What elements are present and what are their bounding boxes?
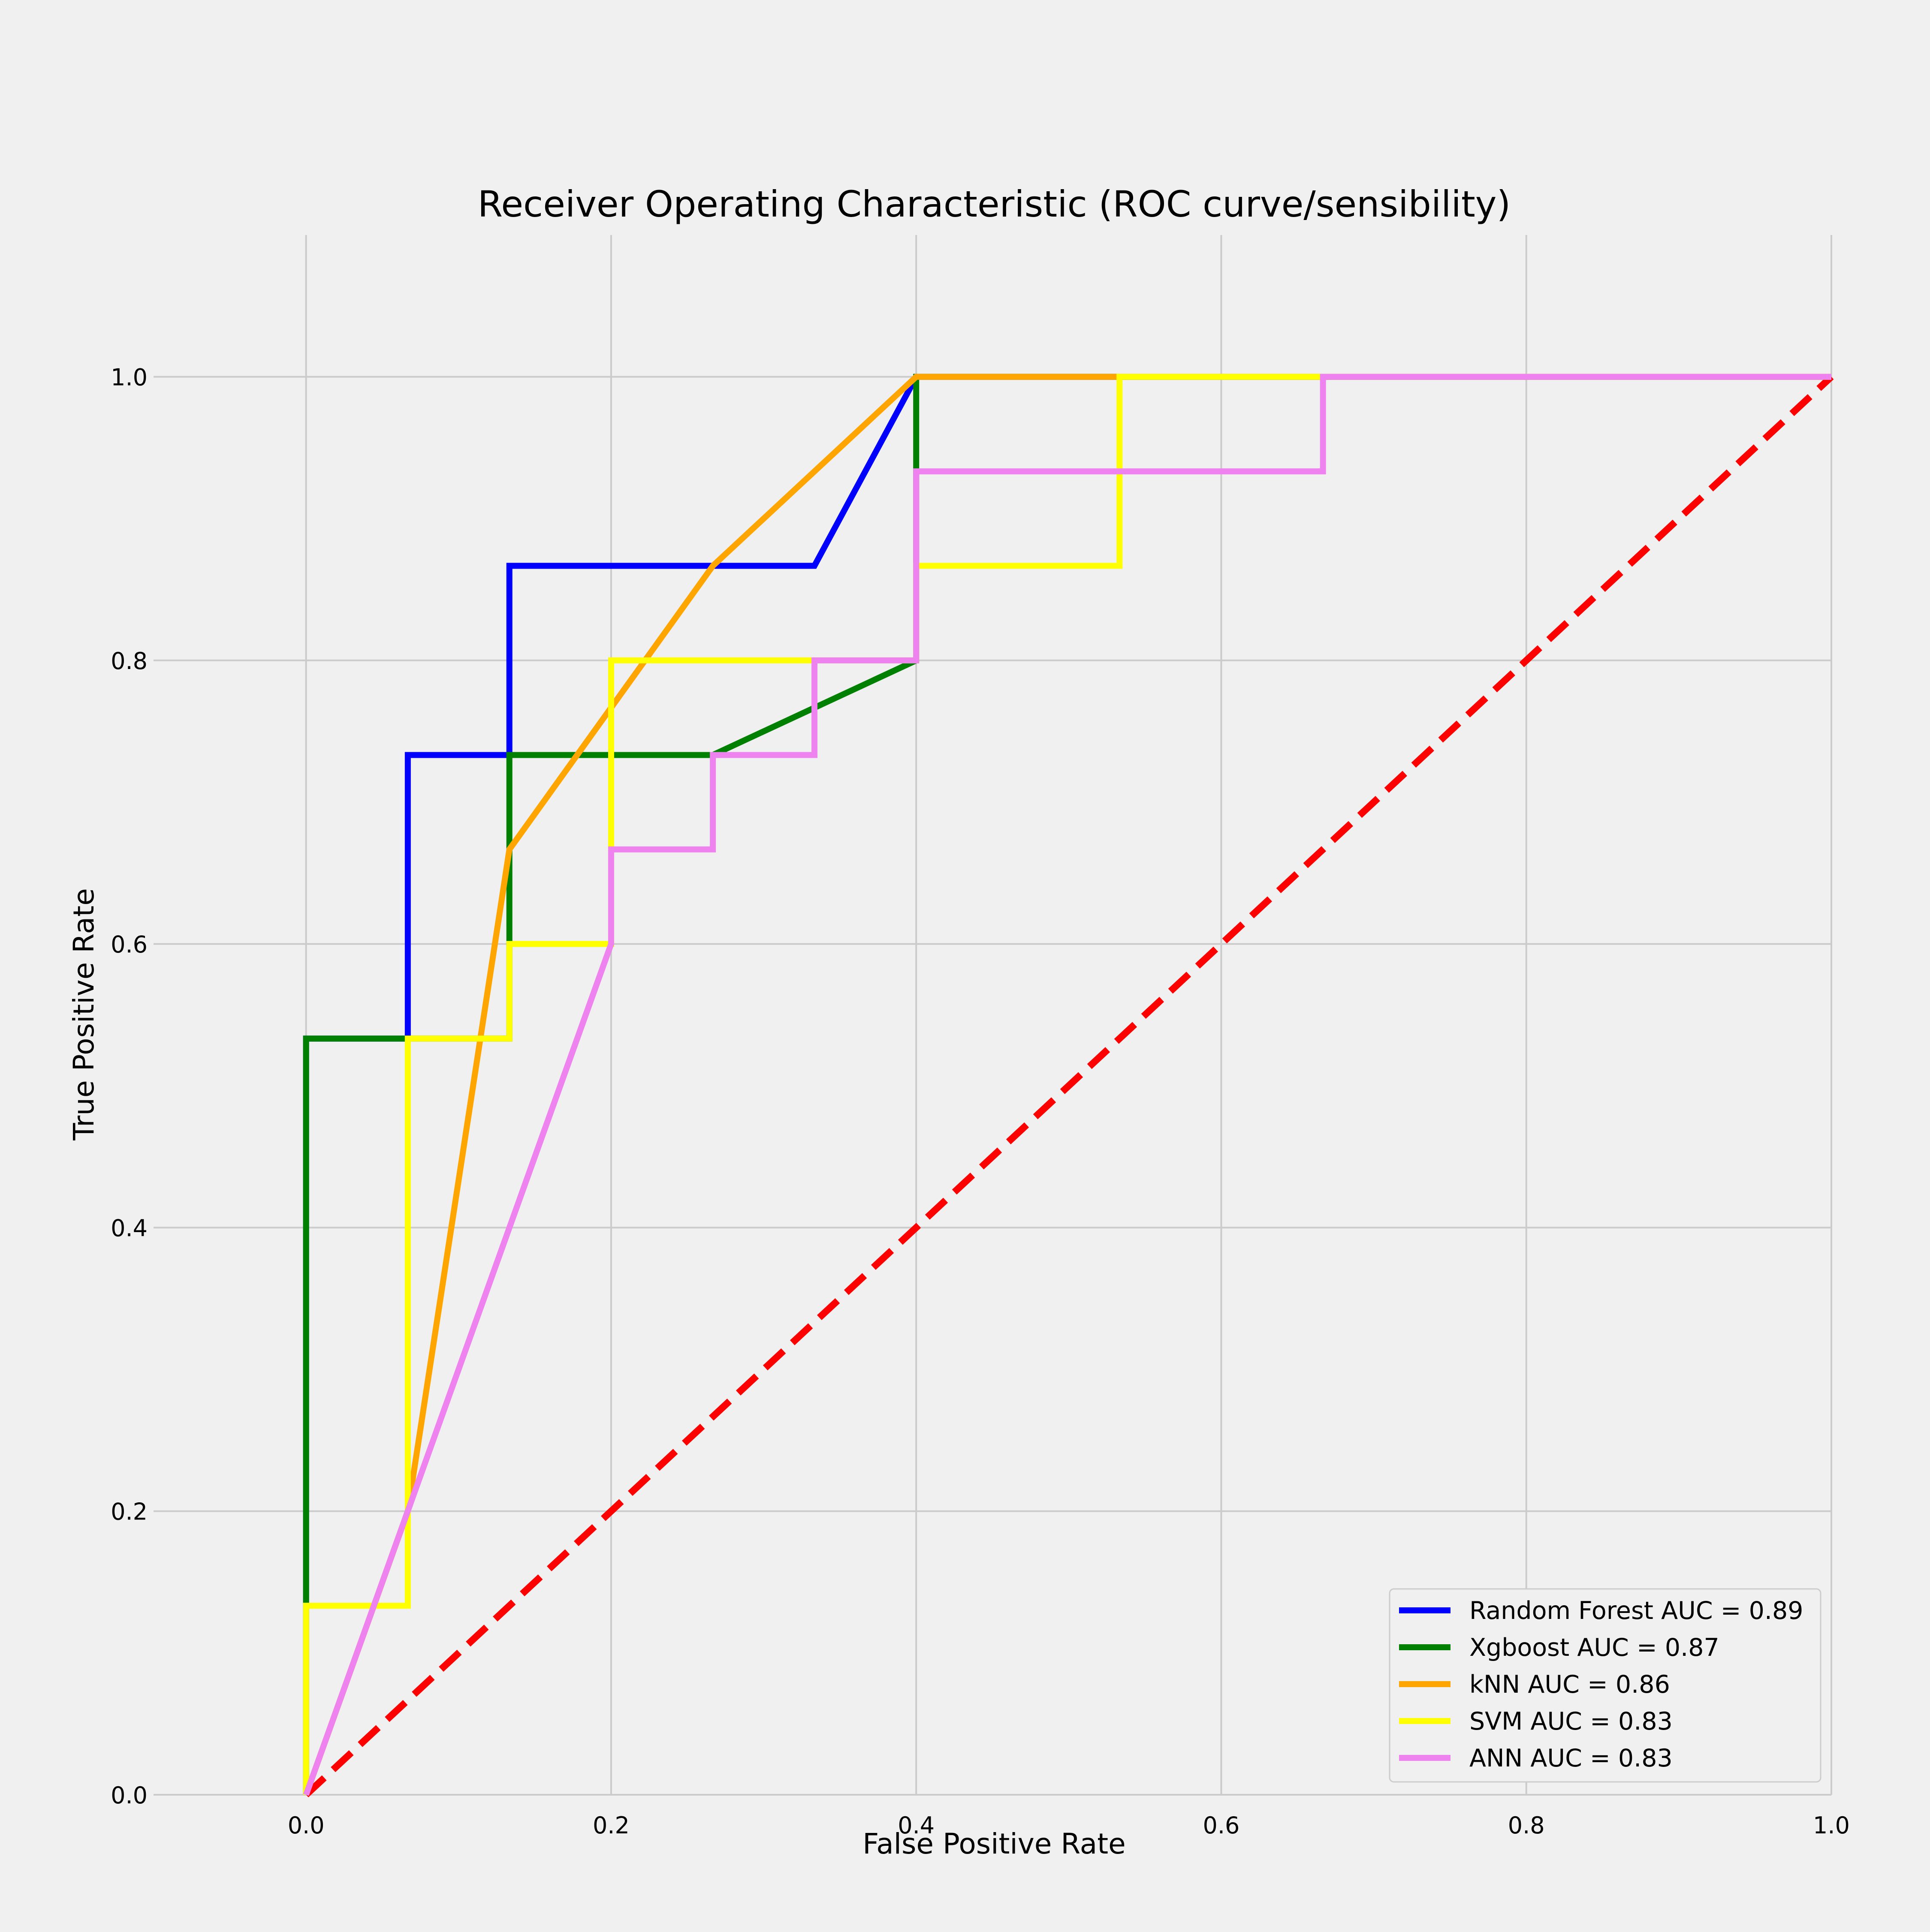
x-axis-label: False Positive Rate (862, 1827, 1125, 1860)
y-tick-label: 0.0 (111, 1782, 148, 1809)
y-tick-label: 1.0 (111, 364, 148, 391)
y-tick-label: 0.2 (111, 1498, 148, 1525)
series-lines (303, 374, 1831, 1796)
y-axis-label: True Positive Rate (67, 888, 100, 1141)
legend-label-4: SVM AUC = 0.83 (1469, 1707, 1673, 1736)
x-tick-label: 0.8 (1508, 1812, 1545, 1839)
legend-label-5: ANN AUC = 0.83 (1469, 1744, 1673, 1772)
reference-line-group (304, 374, 1834, 1797)
reference-diagonal-line (304, 374, 1834, 1797)
series-line-5 (303, 374, 1831, 1796)
chart-title: Receiver Operating Characteristic (ROC c… (478, 183, 1511, 225)
x-tick-label: 0.2 (593, 1812, 630, 1839)
y-tick-label: 0.6 (111, 931, 148, 958)
legend-label-3: kNN AUC = 0.86 (1469, 1670, 1670, 1699)
legend-label-2: Xgboost AUC = 0.87 (1469, 1634, 1719, 1662)
x-tick-label: 1.0 (1813, 1812, 1850, 1839)
legend-box (1389, 1588, 1821, 1783)
legend-label-1: Random Forest AUC = 0.89 (1469, 1597, 1803, 1625)
y-tick-labels: 0.0 0.2 0.4 0.6 0.8 1.0 (111, 364, 148, 1809)
x-tick-label: 0.6 (1203, 1812, 1240, 1839)
x-tick-label: 0.0 (288, 1812, 325, 1839)
legend-items: Random Forest AUC = 0.89 Xgboost AUC = 0.… (1399, 1597, 1803, 1772)
x-tick-label: 0.4 (898, 1812, 935, 1839)
y-tick-label: 0.4 (111, 1215, 148, 1242)
x-tick-labels: 0.0 0.2 0.4 0.6 0.8 1.0 (288, 1812, 1850, 1839)
legend: Random Forest AUC = 0.89 Xgboost AUC = 0.… (1389, 1588, 1821, 1783)
y-tick-label: 0.8 (111, 648, 148, 675)
